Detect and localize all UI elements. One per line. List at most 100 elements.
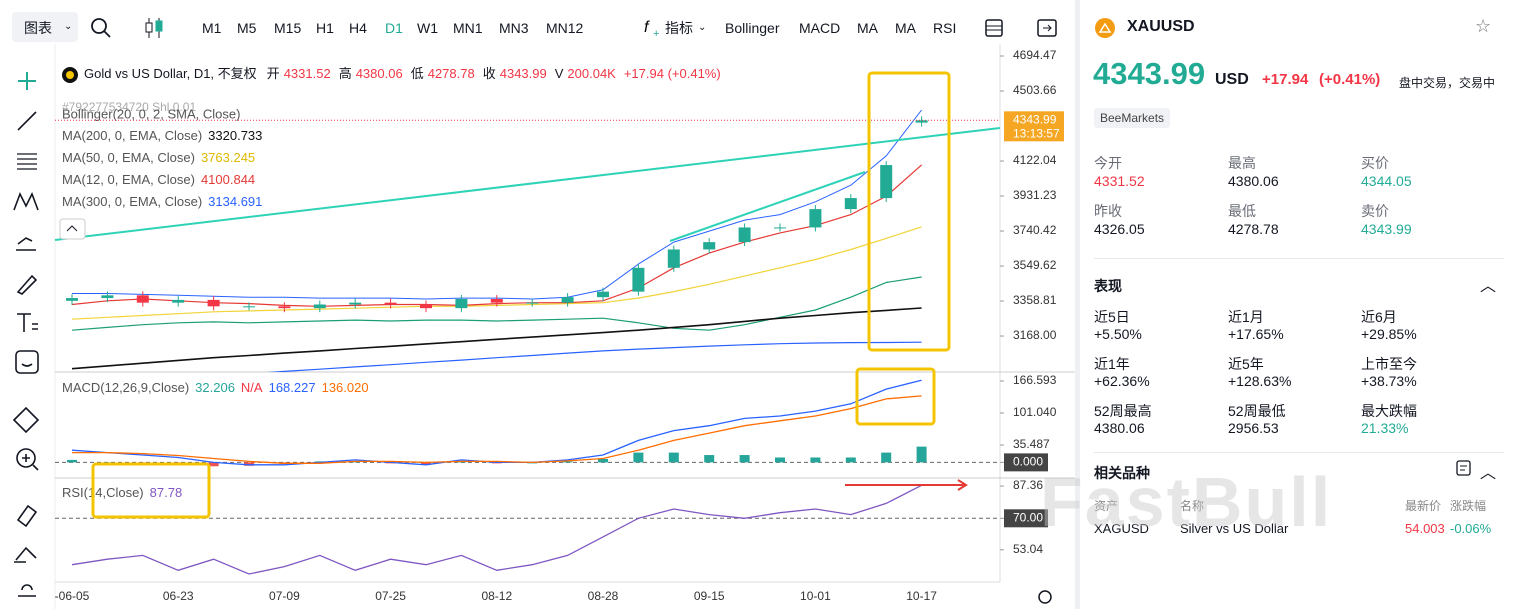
indicator[interactable]: MA xyxy=(857,20,878,36)
indicator[interactable]: Bollinger xyxy=(725,20,780,36)
quote-value: 4344.05 xyxy=(1361,173,1412,189)
candle xyxy=(526,302,539,304)
ma-line xyxy=(71,307,922,370)
candle xyxy=(101,295,114,299)
x-tick-label: 10-17 xyxy=(906,589,937,603)
timeframe[interactable]: MN12 xyxy=(546,20,584,36)
section-title: 表现 xyxy=(1094,278,1122,294)
histogram-bar xyxy=(67,459,77,463)
price: 4343.99 xyxy=(1093,56,1206,91)
perf-label: 近5日 xyxy=(1094,309,1130,325)
table-cell: Silver vs US Dollar xyxy=(1180,521,1289,536)
expand-icon[interactable] xyxy=(1036,18,1058,38)
y-tick-label: 101.040 xyxy=(1013,405,1057,419)
quote-value: 4326.05 xyxy=(1094,221,1145,237)
logo-inner xyxy=(66,71,74,79)
legend-value: 136.020 xyxy=(322,380,369,395)
tick-label-box xyxy=(1004,509,1048,528)
drawing-tools[interactable] xyxy=(12,72,40,597)
perf-label: 近1月 xyxy=(1228,309,1264,325)
ohlc-label: 高 xyxy=(339,66,352,81)
histogram-bar xyxy=(810,457,821,463)
panel-gap xyxy=(1075,0,1080,609)
favorite-star[interactable]: ☆ xyxy=(1475,16,1492,36)
timeframe[interactable]: H1 xyxy=(316,20,334,36)
x-tick-label: 09-15 xyxy=(694,589,725,603)
candle xyxy=(561,297,574,303)
trend-line[interactable] xyxy=(669,171,866,242)
broker-tag: BeeMarkets xyxy=(1094,108,1171,128)
y-tick-label: 3168.00 xyxy=(1013,328,1057,342)
timeframe[interactable]: M15 xyxy=(274,20,302,36)
svg-text:f: f xyxy=(644,19,650,36)
timeframe[interactable]: MN3 xyxy=(499,20,529,36)
legend-entry: MA(200, 0, EMA, Close) 3320.733 xyxy=(62,128,262,143)
ohlc-label: 收 xyxy=(483,66,496,81)
legend-entry: MA(50, 0, EMA, Close) 3763.245 xyxy=(62,150,255,165)
x-tick-label: 08-28 xyxy=(588,589,619,603)
candle xyxy=(243,306,255,308)
timeframe[interactable]: D1 xyxy=(385,20,403,36)
symbol-icon xyxy=(1095,18,1115,38)
candle-icon[interactable] xyxy=(143,16,165,40)
fx-icon: f + xyxy=(644,19,659,39)
perf-value: +128.63% xyxy=(1228,373,1292,389)
y-tick-label: 4122.04 xyxy=(1013,153,1057,167)
timeframe[interactable]: M1 xyxy=(202,20,222,36)
indicator[interactable]: MA xyxy=(895,20,916,36)
timeframe[interactable]: H4 xyxy=(349,20,367,36)
timeframe[interactable]: W1 xyxy=(417,20,438,36)
collapse-button[interactable] xyxy=(59,218,86,240)
ohlc-label: 开 xyxy=(267,66,280,81)
histogram-bar xyxy=(881,452,892,463)
y-tick-label: 4694.47 xyxy=(1013,48,1057,62)
legend-name: RSI(14,Close) xyxy=(62,485,144,500)
x-tick-label: 06-23 xyxy=(163,589,194,603)
candle xyxy=(632,267,645,292)
legend-entry: MA(12, 0, EMA, Close) 4100.844 xyxy=(62,172,255,187)
highlight-box xyxy=(867,71,951,352)
quote-label: 卖价 xyxy=(1361,203,1389,219)
timeframe[interactable]: MN1 xyxy=(453,20,483,36)
y-tick-label: 0.000 xyxy=(1013,455,1043,469)
trend-line[interactable] xyxy=(54,127,1001,241)
currency: USD xyxy=(1215,71,1249,88)
layout-icon[interactable] xyxy=(984,18,1004,38)
legend-value: 32.206 xyxy=(195,380,235,395)
timeframe[interactable]: M5 xyxy=(237,20,257,36)
collapse-caret[interactable]: ︿ xyxy=(1480,278,1497,295)
caret: ⌄ xyxy=(64,21,73,32)
histogram-bar xyxy=(668,452,679,463)
y-tick-label: 3358.81 xyxy=(1013,293,1057,307)
indicators-menu[interactable]: 指标 xyxy=(665,20,693,36)
indicator[interactable]: RSI xyxy=(933,20,957,36)
y-tick-label: 3740.42 xyxy=(1013,223,1057,237)
quote-value: 4380.06 xyxy=(1228,173,1279,189)
ohlc-label: V xyxy=(555,66,564,81)
legend-value: 3763.245 xyxy=(201,150,255,165)
chart-type-button[interactable]: 图表 ⌄ xyxy=(12,12,78,42)
candle xyxy=(278,306,291,309)
y-tick-label: 166.593 xyxy=(1013,373,1057,387)
collapse-icon xyxy=(66,225,78,232)
section-title: 相关品种 xyxy=(1094,465,1150,481)
ohlc-value: 4343.99 xyxy=(500,66,547,81)
divider xyxy=(1094,258,1504,259)
perf-value: 4380.06 xyxy=(1094,420,1145,436)
perf-value: +62.36% xyxy=(1094,373,1150,389)
y-tick-label: 53.04 xyxy=(1013,542,1043,556)
perf-label: 近1年 xyxy=(1094,356,1130,372)
indicator[interactable]: MACD xyxy=(799,20,841,36)
last-price-label: 4343.99 xyxy=(1013,112,1057,126)
collapse-caret[interactable]: ︿ xyxy=(1480,465,1497,482)
histogram-bar xyxy=(775,457,785,463)
panes: 4694.47 4503.66 4122.04 3931.23 3740.42 3549.… xyxy=(55,48,1064,603)
settings-icon[interactable] xyxy=(1038,590,1052,604)
quote-value: 4278.78 xyxy=(1228,221,1279,237)
rsi-line xyxy=(71,484,922,575)
candle xyxy=(490,298,503,303)
change-pct: (+0.41%) xyxy=(1319,71,1381,88)
list-icon[interactable] xyxy=(1456,460,1472,476)
search-icon[interactable] xyxy=(90,17,112,39)
chart-area: 4694.47 4503.66 4122.04 3931.23 3740.42 3549.… xyxy=(12,44,1075,609)
